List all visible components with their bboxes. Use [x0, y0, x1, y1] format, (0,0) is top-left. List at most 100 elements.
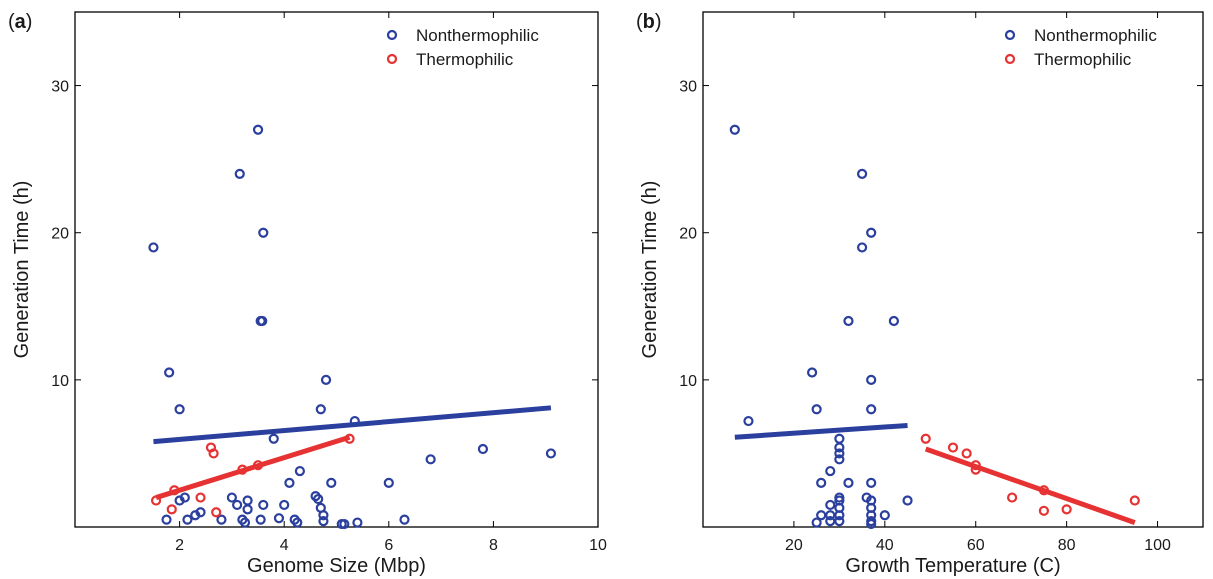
data-point: [216, 514, 227, 525]
data-point: [834, 442, 845, 453]
panel-a-legend-marker-thermophilic: [386, 53, 398, 65]
data-point: [825, 499, 836, 511]
panel-a-series-nonthermophilic: [148, 124, 557, 530]
panel-b-x-tick-label: 40: [876, 537, 894, 554]
data-point: [970, 464, 981, 475]
panel-b-y-tick-label: 30: [679, 79, 697, 96]
panel-b-series-nonthermophilic: [729, 124, 913, 530]
data-point: [179, 492, 190, 503]
panel-b-y-axis-title: Generation Time (h): [639, 181, 661, 359]
data-point: [352, 517, 363, 528]
data-point: [879, 510, 890, 521]
data-point: [806, 367, 818, 378]
panel-b-x-tick-label: 60: [967, 537, 985, 554]
data-point: [425, 454, 436, 465]
panel-a-x-tick-label: 8: [489, 537, 498, 554]
panel-a-x-tick-label: 6: [384, 537, 393, 554]
data-point: [383, 477, 394, 488]
data-point: [174, 404, 185, 415]
data-point: [743, 415, 754, 427]
data-point: [313, 493, 324, 505]
data-point: [268, 433, 279, 444]
data-point: [326, 477, 337, 488]
panel-b-fit-line-nonthermophilic: [734, 422, 908, 440]
data-point: [834, 433, 845, 444]
panel-a-x-tick-label: 4: [280, 537, 289, 554]
data-point: [1129, 495, 1140, 506]
data-point: [237, 464, 248, 475]
panel-a-series-thermophilic: [150, 433, 355, 518]
data-point: [866, 374, 877, 385]
panel-b-legend-label-thermophilic: Thermophilic: [1034, 50, 1132, 69]
panel-b-plot-frame: [702, 11, 1204, 528]
panel-b-y-tick-label: 10: [679, 373, 697, 390]
data-point: [843, 477, 854, 488]
data-point: [477, 443, 489, 455]
data-point: [242, 495, 253, 506]
data-point: [856, 168, 868, 179]
data-point: [273, 513, 285, 524]
panel-a-plot-frame: [74, 11, 599, 528]
data-point: [970, 460, 981, 471]
data-point: [811, 404, 822, 415]
panel-a-legend: Nonthermophilic Thermophilic: [386, 26, 539, 69]
data-point: [344, 433, 355, 444]
data-point: [947, 442, 959, 453]
panel-a-y-tick-label: 20: [51, 226, 69, 243]
data-point: [234, 168, 245, 179]
panel-a-x-axis-title: Genome Size (Mbp): [247, 555, 426, 577]
data-point: [318, 510, 329, 521]
data-point: [961, 448, 972, 459]
data-point: [226, 492, 237, 503]
data-point: [888, 315, 900, 327]
data-point: [284, 477, 295, 488]
data-point: [866, 477, 877, 488]
panel-b-legend-marker-thermophilic: [1004, 53, 1016, 65]
data-point: [1006, 492, 1018, 503]
data-point: [399, 514, 410, 525]
data-point: [182, 514, 193, 525]
data-point: [318, 516, 329, 527]
panel-a-y-axis-title: Generation Time (h): [11, 181, 33, 359]
data-point: [208, 448, 219, 459]
data-point: [834, 448, 845, 459]
panel-b-y-tick-label: 20: [679, 226, 697, 243]
data-point: [866, 227, 877, 238]
data-point: [843, 315, 854, 327]
data-point: [811, 517, 822, 528]
data-point: [252, 460, 264, 471]
data-point: [834, 454, 845, 465]
panel-a-legend-label-thermophilic: Thermophilic: [416, 50, 514, 69]
panel-b-legend: Nonthermophilic Thermophilic: [1004, 26, 1157, 69]
data-point: [1061, 504, 1072, 515]
data-point: [279, 499, 290, 511]
data-point: [825, 465, 836, 477]
data-point: [169, 485, 180, 496]
panel-b-label: (b): [636, 11, 662, 33]
data-point: [258, 499, 269, 511]
data-point: [164, 367, 175, 378]
data-point: [866, 518, 877, 530]
panel-b-legend-marker-nonthermophilic: [1004, 29, 1016, 41]
panel-b-x-tick-label: 80: [1058, 537, 1076, 554]
panel-a-x-tick-label: 2: [175, 537, 184, 554]
panel-a-x-tick-label: 10: [589, 537, 607, 554]
data-point: [195, 492, 206, 503]
data-point: [292, 517, 303, 528]
panel-a-y-tick-label: 10: [51, 373, 69, 390]
data-point: [920, 433, 931, 444]
data-point: [148, 242, 159, 253]
data-point: [1038, 485, 1050, 496]
data-point: [255, 514, 266, 525]
data-point: [242, 504, 253, 515]
data-point: [339, 518, 350, 530]
data-point: [161, 514, 172, 525]
panel-a-legend-label-nonthermophilic: Nonthermophilic: [416, 26, 539, 45]
panel-b-x-tick-label: 100: [1144, 537, 1171, 554]
data-point: [834, 510, 845, 521]
data-point: [150, 495, 162, 506]
panel-b-x-tick-label: 20: [785, 537, 803, 554]
panel-a-legend-marker-nonthermophilic: [386, 29, 398, 41]
data-point: [258, 227, 269, 238]
panel-b-fit-line-thermophilic: [924, 446, 1136, 525]
